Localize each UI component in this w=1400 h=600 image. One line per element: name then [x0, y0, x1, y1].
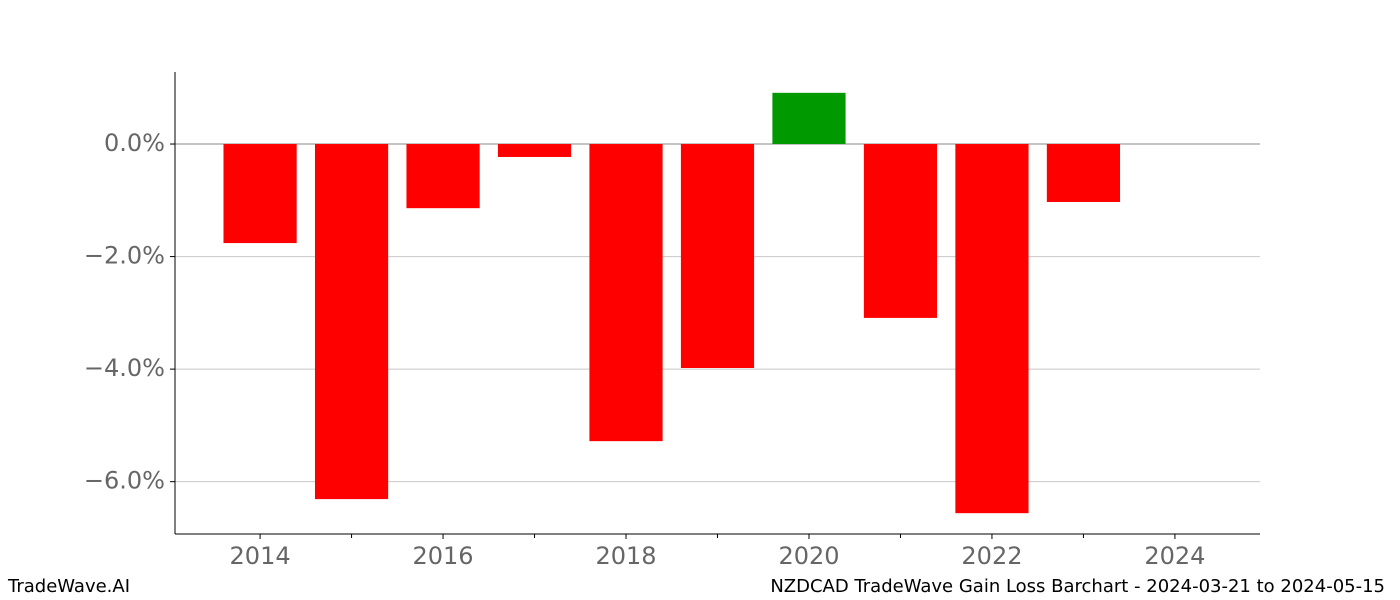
x-tick-label: 2022: [961, 542, 1022, 570]
bar: [863, 144, 938, 318]
x-tick-label: 2018: [595, 542, 656, 570]
bar: [223, 144, 297, 244]
bar: [497, 144, 572, 157]
x-tick-label: 2020: [778, 542, 839, 570]
bar: [1046, 144, 1121, 202]
bar: [589, 144, 663, 442]
x-tick-label: 2024: [1144, 542, 1205, 570]
bar: [406, 144, 480, 209]
bar: [772, 92, 846, 145]
brand: TradeWave.AI: [7, 576, 130, 597]
y-tick-label: −6.0%: [84, 467, 165, 495]
bar: [955, 144, 1029, 514]
bar: [680, 144, 755, 368]
y-tick-label: 0.0%: [104, 129, 165, 157]
bar: [314, 144, 389, 500]
chart-title: NZDCAD TradeWave Gain Loss Barchart - 20…: [770, 576, 1385, 597]
y-tick-label: −2.0%: [84, 242, 165, 270]
x-tick-label: 2014: [230, 542, 291, 570]
x-tick-label: 2016: [413, 542, 474, 570]
y-tick-label: −4.0%: [84, 354, 165, 382]
